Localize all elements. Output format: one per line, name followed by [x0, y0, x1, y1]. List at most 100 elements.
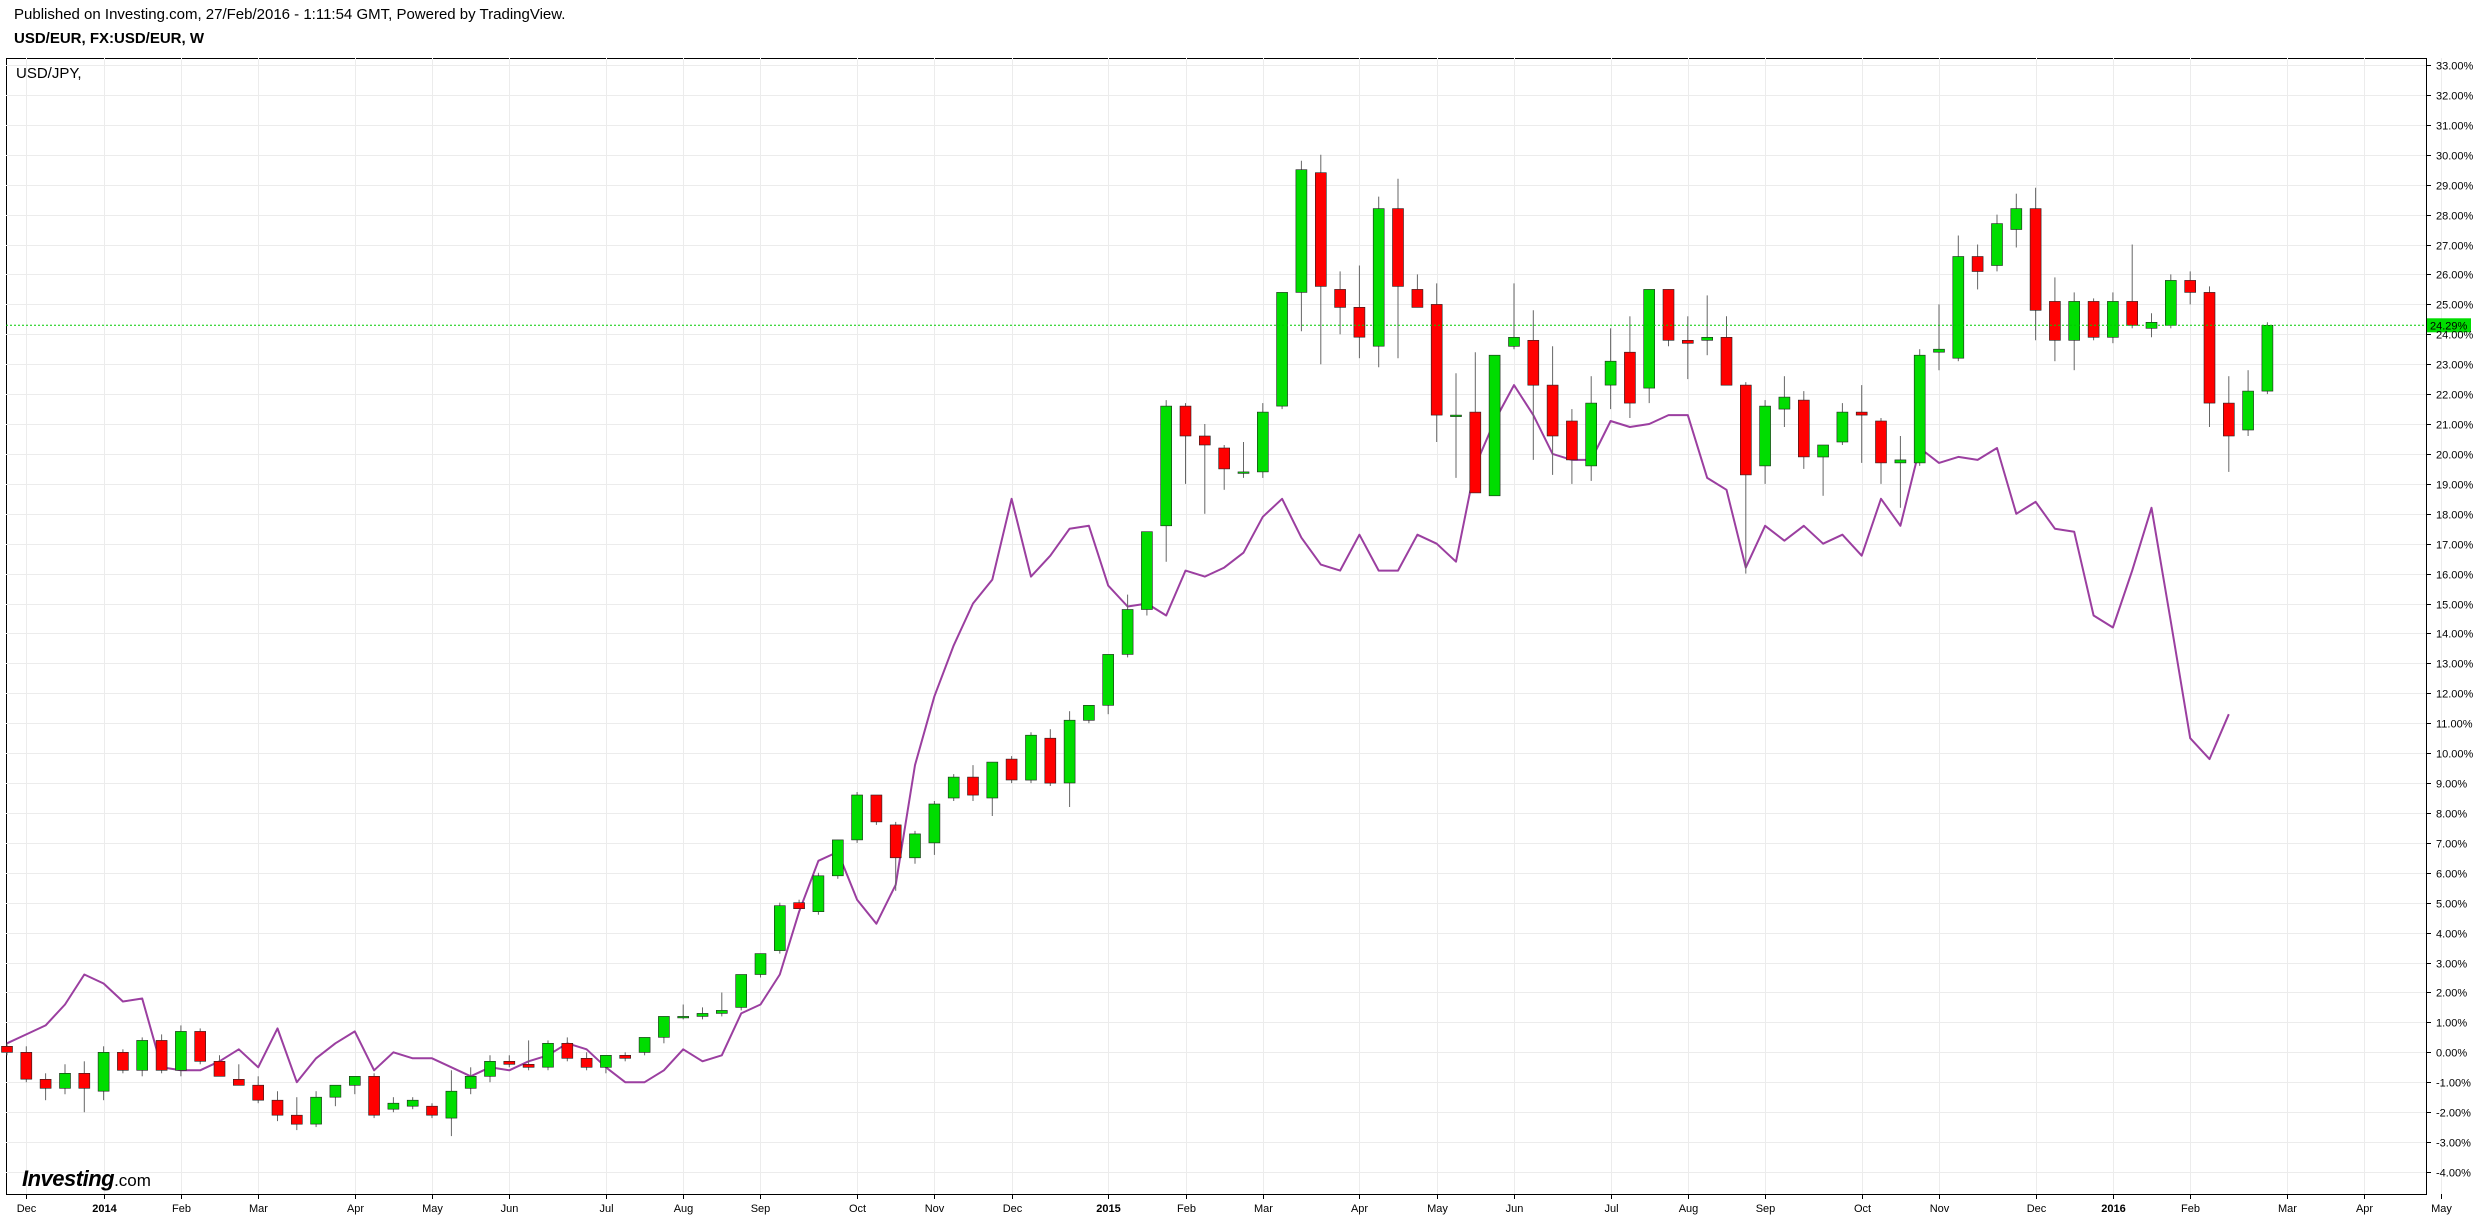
candle-body: [1991, 223, 2003, 266]
candle-body: [1334, 289, 1346, 308]
candle-body: [271, 1099, 284, 1116]
candle-body: [1237, 471, 1250, 474]
candle-body: [1411, 289, 1424, 308]
candle-body: [1778, 396, 1791, 410]
candle: [136, 1037, 148, 1077]
candle: [194, 1028, 206, 1065]
candle: [175, 1025, 187, 1077]
x-tick-label: May: [422, 1203, 443, 1215]
candle: [1063, 711, 1076, 807]
candle: [600, 1055, 612, 1074]
candle-body: [1875, 420, 1887, 464]
compare-symbol-label: USD/JPY,: [16, 65, 82, 82]
grid: [6, 58, 2442, 1194]
y-tick-label: 11.00%: [2436, 719, 2473, 731]
y-tick-label: 4.00%: [2436, 929, 2467, 941]
candle-body: [329, 1084, 342, 1098]
y-tick-label: 9.00%: [2436, 779, 2467, 791]
candle-body: [1295, 169, 1308, 293]
candle-body: [1604, 360, 1617, 386]
candle: [1372, 196, 1385, 368]
candle: [1411, 274, 1424, 308]
candle-body: [1952, 256, 1965, 359]
x-axis: Dec 2014 Feb Mar Apr May Jun Jul Aug Sep Oct Nov Dec…: [17, 1194, 2452, 1215]
x-tick-label: Oct: [849, 1203, 866, 1215]
candle-body: [426, 1105, 438, 1116]
candle-body: [1836, 411, 1849, 443]
candle-body: [233, 1079, 245, 1086]
y-tick-label: 21.00%: [2436, 420, 2474, 432]
candle: [1005, 756, 1018, 784]
candle-body: [368, 1076, 380, 1116]
y-tick-label: 0.00%: [2436, 1048, 2467, 1060]
candle-body: [1199, 435, 1211, 446]
candle: [1778, 376, 1791, 427]
y-tick-label: -3.00%: [2436, 1138, 2471, 1150]
candle: [2049, 277, 2061, 362]
published-caption: Published on Investing.com, 27/Feb/2016 …: [14, 6, 566, 23]
candle-body: [20, 1052, 33, 1080]
logo-suffix-text: .com: [114, 1171, 151, 1190]
candle: [1913, 349, 1926, 466]
x-tick-label: Jun: [1506, 1203, 1524, 1215]
candle: [1624, 316, 1636, 418]
y-tick-label: -2.00%: [2436, 1108, 2471, 1120]
candle: [1, 1043, 13, 1056]
candle: [1450, 373, 1462, 478]
y-tick-label: 24.00%: [2436, 330, 2474, 342]
candle-body: [1585, 402, 1597, 467]
y-tick-label: 22.00%: [2436, 390, 2474, 402]
x-tick-label: Feb: [1177, 1203, 1196, 1215]
candle-body: [1566, 420, 1578, 461]
candle-body: [1798, 399, 1810, 458]
candle: [658, 1016, 670, 1044]
candle: [754, 953, 767, 978]
candle: [793, 899, 805, 910]
candle-body: [696, 1013, 709, 1017]
candle: [1257, 403, 1269, 478]
x-tick-label: Dec: [17, 1203, 37, 1215]
x-tick-label: 2014: [92, 1203, 117, 1215]
y-tick-label: 28.00%: [2436, 211, 2474, 223]
candle: [2203, 286, 2216, 427]
candle-body: [2203, 292, 2216, 404]
candle: [2242, 370, 2254, 436]
candle-body: [715, 1010, 728, 1014]
candle: [1527, 310, 1540, 460]
candle-body: [2087, 301, 2100, 338]
candle-body: [1141, 531, 1153, 610]
candle-body: [1624, 351, 1636, 404]
x-tick-label: Sep: [1756, 1203, 1776, 1215]
candle: [1566, 409, 1578, 484]
candle: [406, 1097, 419, 1110]
candle: [909, 830, 921, 864]
y-tick-label: 32.00%: [2436, 91, 2474, 103]
candle: [426, 1103, 438, 1119]
candle-body: [1933, 348, 1945, 353]
candle-body: [1083, 704, 1095, 721]
candle: [1933, 304, 1945, 371]
candle: [78, 1061, 91, 1113]
candle-body: [2261, 324, 2274, 392]
x-tick-label: Apr: [347, 1203, 364, 1215]
y-tick-label: 5.00%: [2436, 899, 2467, 911]
candle-body: [580, 1058, 593, 1068]
candle: [638, 1037, 651, 1056]
last-price-line: 24.29%: [6, 318, 2471, 333]
candle: [1276, 292, 1288, 410]
candle: [1237, 442, 1250, 478]
candle-body: [1527, 339, 1540, 386]
candle-body: [175, 1031, 187, 1071]
candle: [1353, 265, 1366, 359]
candle-body: [1, 1046, 13, 1053]
y-tick-label: 7.00%: [2436, 839, 2467, 851]
candle: [2223, 376, 2235, 472]
candle-body: [754, 953, 767, 975]
candle: [1160, 400, 1172, 562]
candle-body: [387, 1102, 400, 1110]
candle: [59, 1064, 71, 1095]
candle-body: [928, 803, 941, 844]
candle-body: [1701, 336, 1713, 341]
usd-eur-candles: [1, 154, 2274, 1137]
